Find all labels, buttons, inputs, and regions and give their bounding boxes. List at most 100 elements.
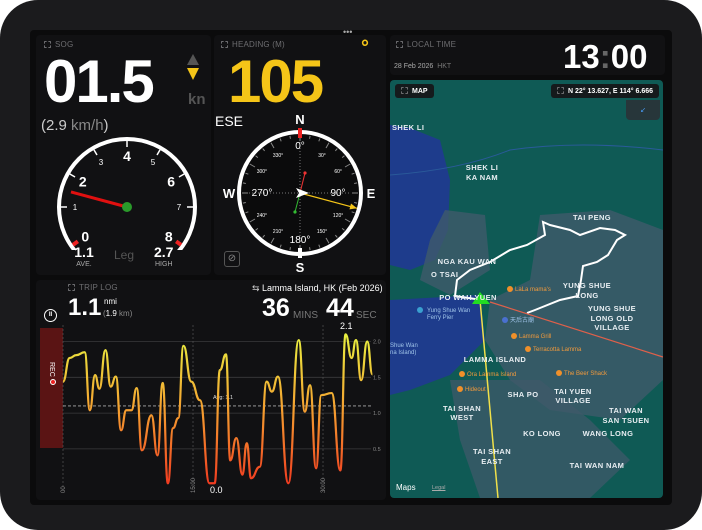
pause-icon: II (48, 312, 53, 318)
map-place-label: O TSAI (431, 270, 458, 279)
map-label[interactable]: MAP (395, 84, 434, 98)
expand-icon[interactable] (396, 41, 403, 48)
map-poi-label: Hideout (465, 387, 486, 393)
distance-unit: nmi (104, 297, 117, 306)
compass-tick (334, 148, 338, 152)
gauge-tick (175, 239, 183, 247)
map-place-label: LONG OLD (591, 314, 634, 323)
compass-minor-label: 60° (334, 169, 342, 175)
compass-tick (325, 142, 330, 149)
ave-label: AVE. (76, 261, 92, 268)
map-place-label: TAI PENG (573, 213, 611, 222)
pause-button[interactable]: II (44, 309, 57, 322)
poi-icon (457, 386, 463, 392)
map-place-label: TAI YUEN (554, 387, 592, 396)
map-place-label: LONG (575, 291, 598, 300)
trip-label-text: TRIP LOG (79, 283, 118, 292)
kmh-value: 2.9 (46, 117, 67, 134)
map-compass-button[interactable]: ↙ (626, 100, 660, 120)
mins-label: MINS (293, 310, 318, 321)
ferry-icon (417, 307, 423, 313)
compass-tick (334, 234, 338, 238)
km-unit: km (119, 309, 130, 318)
cardinal-s: S (296, 260, 305, 275)
cardinal-e: E (367, 186, 376, 201)
expand-icon[interactable] (44, 41, 51, 48)
compass-tick (341, 155, 345, 159)
heading-arrow (299, 192, 358, 209)
compass-degree-label: 0° (295, 141, 305, 152)
gauge-tick (156, 149, 161, 156)
poi-icon (511, 333, 517, 339)
local-time-panel (390, 35, 665, 75)
rec-indicator[interactable] (40, 328, 63, 448)
km-value: 1.9 (105, 309, 117, 318)
clock-hours: 13 (563, 38, 600, 75)
compass-tick (351, 172, 355, 175)
compass-degree-label: 270° (252, 188, 273, 199)
map-poi-label: Terracotta Lamma (533, 347, 582, 353)
route-name-text: Lamma Island, HK (Feb 2026) (262, 283, 383, 293)
heading-label: HEADING (M) (221, 40, 285, 49)
map-place-label: VILLAGE (555, 396, 590, 405)
compass-tick (279, 138, 282, 142)
more-menu-button[interactable]: ••• (343, 27, 353, 37)
expand-icon[interactable] (401, 87, 408, 94)
secs-label: SEC (356, 310, 377, 321)
distance-km: (1.9 km) (103, 309, 133, 318)
compass-tick (351, 211, 355, 214)
cardinal-n: N (295, 115, 304, 127)
compass-tick (354, 202, 358, 204)
gauge-arc (57, 137, 197, 250)
map-place-label: EAST (481, 457, 503, 466)
date-text: 28 Feb 2026 (394, 63, 434, 70)
gauge-tick-label: 8 (165, 228, 173, 244)
compass-tick (242, 182, 246, 184)
map-place-label: YUNG SHUE (563, 281, 611, 290)
map-view[interactable]: SHEK LI SHEK LI KA NAM TAI PENG NGA KAU WAN O… (390, 80, 663, 498)
high-value: 2.7 (154, 244, 174, 260)
compass-tick (249, 163, 256, 168)
legal-link[interactable]: Legal (432, 485, 446, 491)
compass-tick (279, 244, 282, 248)
poi-icon (556, 370, 562, 376)
gauge-hub (122, 202, 132, 212)
expand-icon[interactable] (221, 41, 228, 48)
compass-minor-label: 300° (257, 169, 267, 175)
gauge-tick-label: 5 (151, 158, 156, 167)
map-place-label: VILLAGE (594, 323, 629, 332)
compass-minor-label: 210° (273, 229, 283, 235)
expand-icon[interactable] (557, 87, 564, 94)
heading-label-text: HEADING (M) (232, 40, 285, 49)
compass-tick (289, 247, 291, 251)
map-place-label: WEST (450, 413, 473, 422)
apple-maps-logo: Maps (396, 483, 416, 492)
coords-text: N 22° 13.627, E 114° 6.666 (568, 88, 653, 95)
trip-distance: 1.1 (68, 294, 102, 321)
vessel-icon (472, 292, 490, 304)
compass-minor-label: 330° (273, 153, 283, 159)
compass-tick (318, 244, 321, 248)
wind-indicator-dot (303, 171, 307, 175)
compass-tick (249, 218, 256, 223)
heading-arrow-head (349, 203, 357, 210)
expand-icon[interactable] (68, 284, 75, 291)
map-place-label: KA NAM (466, 173, 498, 182)
compass-tick (262, 234, 266, 238)
speed-gauge: 0 1 2 3 4 5 6 7 8 (57, 137, 197, 250)
heading-cardinal: ESE (215, 113, 244, 129)
map-poi-label: LaLa mama's (515, 287, 551, 293)
compass-degree-label: 180° (290, 235, 311, 246)
heading-line (479, 299, 499, 498)
compass-minor-label: 120° (333, 213, 343, 219)
compass-tick (318, 138, 321, 142)
heading-value: 105 (228, 48, 324, 115)
cardinal-w: W (223, 186, 236, 201)
compass-tick (344, 218, 351, 223)
poi-icon (459, 371, 465, 377)
y-tick-label: 1.5 (373, 375, 381, 381)
maps-attribution: Maps (396, 483, 416, 492)
compass-tick (289, 135, 291, 139)
compass-mode-button[interactable]: ⊘ (224, 251, 240, 267)
